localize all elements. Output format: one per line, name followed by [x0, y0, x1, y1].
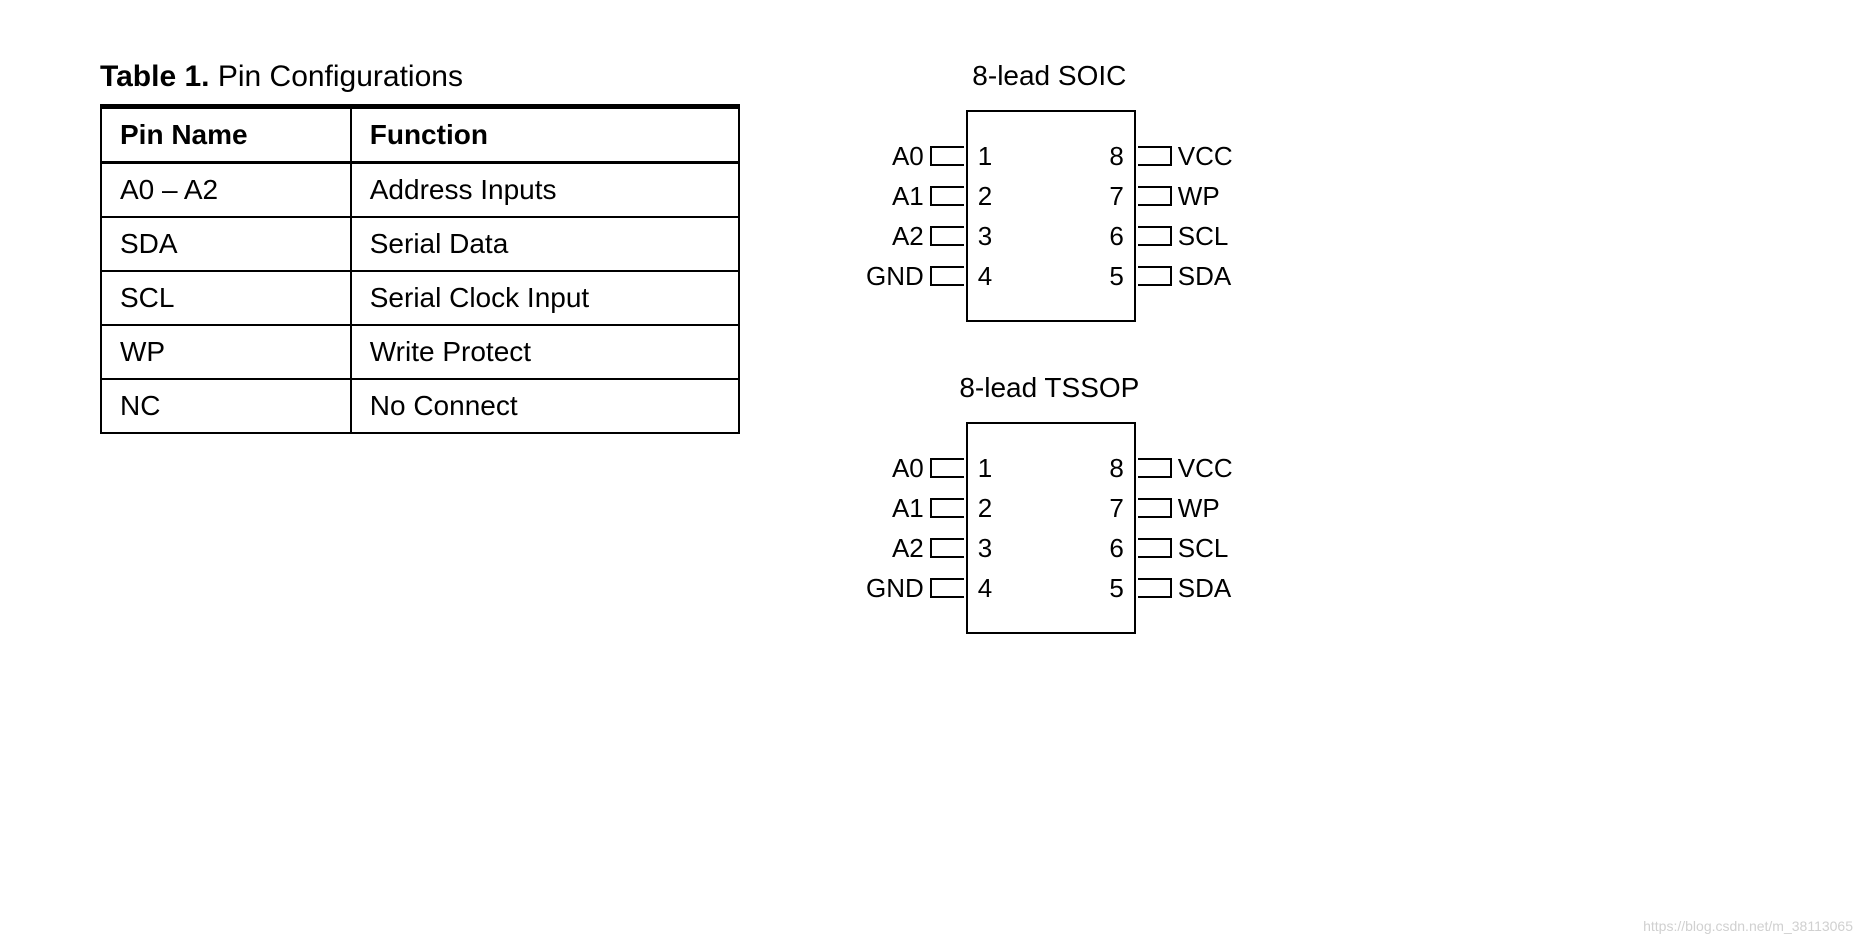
pin-stub-icon	[1138, 578, 1172, 598]
pin-number: 5	[1099, 573, 1133, 604]
pin-stub-icon	[930, 146, 964, 166]
pin-number: 6	[1099, 221, 1133, 252]
pin-number: 5	[1099, 261, 1133, 292]
pin-label: SCL	[1172, 216, 1235, 256]
pin-row: 4 5	[968, 256, 1134, 296]
pin-number: 1	[968, 453, 1002, 484]
pin-stub-icon	[1138, 458, 1172, 478]
pin-stub-icon	[1138, 538, 1172, 558]
table-row: SCL Serial Clock Input	[101, 271, 739, 325]
table-title: Table 1. Pin Configurations	[100, 60, 740, 94]
pin-number: 3	[968, 533, 1002, 564]
table-title-prefix: Table 1.	[100, 60, 209, 93]
pin-stub-icon	[930, 186, 964, 206]
pin-number: 7	[1099, 181, 1133, 212]
pin-stub-icon	[1138, 186, 1172, 206]
right-pin-stubs	[1138, 112, 1172, 320]
pin-number: 2	[968, 493, 1002, 524]
package-diagrams: 8-lead SOIC A0 A1 A2 GND	[860, 60, 1239, 684]
page-container: Table 1. Pin Configurations Pin Name Fun…	[100, 60, 1767, 684]
pin-stub-icon	[930, 538, 964, 558]
table-row: A0 – A2 Address Inputs	[101, 163, 739, 218]
pin-row: 2 7	[968, 176, 1134, 216]
watermark-text: https://blog.csdn.net/m_38113065	[1643, 918, 1853, 934]
pin-number: 4	[968, 573, 1002, 604]
cell-pinname: SCL	[101, 271, 351, 325]
cell-function: Address Inputs	[351, 163, 739, 218]
pin-label: SDA	[1172, 568, 1237, 608]
pin-number: 1	[968, 141, 1002, 172]
pin-label: A1	[886, 176, 930, 216]
pin-row: 3 6	[968, 528, 1134, 568]
cell-function: Serial Clock Input	[351, 271, 739, 325]
pin-stub-icon	[930, 578, 964, 598]
pin-label: GND	[860, 568, 930, 608]
pin-stub-icon	[930, 266, 964, 286]
pin-row: 4 5	[968, 568, 1134, 608]
pin-number: 4	[968, 261, 1002, 292]
package-title: 8-lead SOIC	[860, 60, 1239, 92]
pin-label: A2	[886, 216, 930, 256]
chip-body: 1 8 2 7 3 6 4 5	[966, 422, 1136, 634]
pin-row: 3 6	[968, 216, 1134, 256]
pin-config-table: Pin Name Function A0 – A2 Address Inputs…	[100, 104, 740, 434]
pin-stub-icon	[930, 226, 964, 246]
table-title-text: Pin Configurations	[218, 60, 463, 93]
cell-function: Write Protect	[351, 325, 739, 379]
right-labels: VCC WP SCL SDA	[1172, 112, 1239, 320]
pin-number: 8	[1099, 141, 1133, 172]
table-row: SDA Serial Data	[101, 217, 739, 271]
chip-body: 1 8 2 7 3 6 4 5	[966, 110, 1136, 322]
left-labels: A0 A1 A2 GND	[860, 112, 930, 320]
pin-number: 3	[968, 221, 1002, 252]
cell-function: Serial Data	[351, 217, 739, 271]
table-row: NC No Connect	[101, 379, 739, 433]
pin-row: 2 7	[968, 488, 1134, 528]
package-title: 8-lead TSSOP	[860, 372, 1239, 404]
left-labels: A0 A1 A2 GND	[860, 424, 930, 632]
pin-label: VCC	[1172, 448, 1239, 488]
pin-stub-icon	[930, 458, 964, 478]
table-header-row: Pin Name Function	[101, 107, 739, 163]
cell-pinname: NC	[101, 379, 351, 433]
pin-label: WP	[1172, 488, 1226, 528]
package-tssop: 8-lead TSSOP A0 A1 A2 GND	[860, 372, 1239, 634]
pin-label: A0	[886, 136, 930, 176]
cell-function: No Connect	[351, 379, 739, 433]
pin-number: 6	[1099, 533, 1133, 564]
pin-row: 1 8	[968, 136, 1134, 176]
left-pin-stubs	[930, 424, 964, 632]
chip-diagram: A0 A1 A2 GND 1	[860, 422, 1239, 634]
pin-label: VCC	[1172, 136, 1239, 176]
pin-stub-icon	[1138, 146, 1172, 166]
package-soic: 8-lead SOIC A0 A1 A2 GND	[860, 60, 1239, 322]
cell-pinname: A0 – A2	[101, 163, 351, 218]
chip-diagram: A0 A1 A2 GND 1	[860, 110, 1239, 322]
table-section: Table 1. Pin Configurations Pin Name Fun…	[100, 60, 740, 434]
pin-number: 2	[968, 181, 1002, 212]
pin-label: WP	[1172, 176, 1226, 216]
pin-number: 7	[1099, 493, 1133, 524]
table-header-function: Function	[351, 107, 739, 163]
pin-row: 1 8	[968, 448, 1134, 488]
right-pin-stubs	[1138, 424, 1172, 632]
pin-stub-icon	[1138, 498, 1172, 518]
pin-label: A0	[886, 448, 930, 488]
cell-pinname: WP	[101, 325, 351, 379]
pin-label: A2	[886, 528, 930, 568]
left-pin-stubs	[930, 112, 964, 320]
pin-label: A1	[886, 488, 930, 528]
pin-stub-icon	[930, 498, 964, 518]
pin-label: GND	[860, 256, 930, 296]
right-labels: VCC WP SCL SDA	[1172, 424, 1239, 632]
pin-stub-icon	[1138, 226, 1172, 246]
table-header-pinname: Pin Name	[101, 107, 351, 163]
pin-label: SDA	[1172, 256, 1237, 296]
table-row: WP Write Protect	[101, 325, 739, 379]
pin-label: SCL	[1172, 528, 1235, 568]
pin-number: 8	[1099, 453, 1133, 484]
cell-pinname: SDA	[101, 217, 351, 271]
pin-stub-icon	[1138, 266, 1172, 286]
